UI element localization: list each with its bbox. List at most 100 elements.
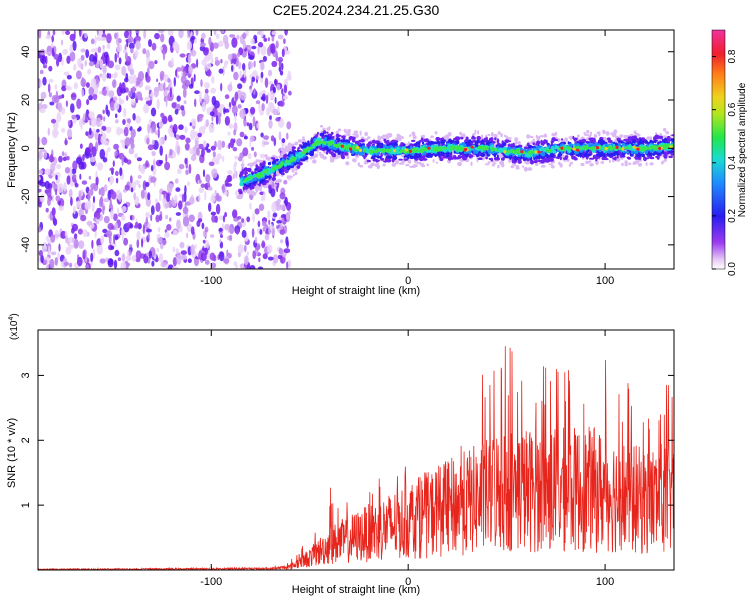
signal-blob — [336, 138, 341, 143]
signal-blob — [281, 161, 284, 165]
signal-blob — [416, 161, 422, 165]
signal-blob — [582, 145, 586, 151]
signal-blob — [623, 138, 628, 142]
signal-blob — [484, 163, 490, 166]
snr-ytick-label: 2 — [20, 437, 32, 443]
noise-blob — [244, 244, 247, 253]
signal-blob — [580, 162, 585, 167]
noise-blob — [207, 186, 213, 191]
signal-blob — [645, 157, 650, 160]
signal-blob — [294, 171, 298, 176]
signal-blob — [352, 133, 358, 136]
signal-blob — [589, 157, 594, 160]
signal-blob — [264, 181, 267, 185]
signal-blob — [316, 131, 319, 135]
noise-blob — [238, 61, 242, 70]
noise-blob — [66, 156, 70, 161]
noise-blob — [231, 64, 234, 72]
noise-blob — [90, 117, 97, 127]
signal-blob — [314, 140, 319, 145]
signal-blob — [494, 137, 497, 141]
signal-blob — [638, 162, 642, 167]
noise-blob — [145, 181, 150, 188]
noise-blob — [279, 100, 285, 107]
noise-blob — [102, 44, 105, 50]
noise-blob — [215, 33, 220, 39]
noise-blob — [38, 169, 43, 175]
signal-blob — [671, 134, 674, 137]
noise-blob — [100, 235, 105, 245]
signal-blob — [264, 169, 268, 174]
noise-blob — [178, 169, 182, 175]
noise-blob — [121, 253, 126, 262]
signal-blob — [324, 141, 327, 146]
noise-blob — [80, 122, 83, 130]
noise-blob — [85, 49, 90, 59]
noise-blob — [67, 120, 71, 126]
signal-blob — [475, 142, 479, 148]
signal-blob — [557, 148, 561, 151]
noise-blob — [269, 115, 272, 120]
noise-blob — [199, 179, 202, 184]
noise-blob — [158, 160, 164, 164]
figure-title: C2E5.2024.234.21.25.G30 — [273, 2, 440, 18]
noise-blob — [175, 248, 179, 255]
signal-blob — [254, 168, 258, 171]
signal-blob — [426, 163, 429, 167]
signal-blob — [496, 138, 500, 144]
noise-blob — [180, 75, 187, 84]
noise-blob — [84, 201, 91, 210]
signal-blob — [375, 158, 378, 163]
signal-blob — [655, 132, 658, 135]
noise-blob — [96, 30, 99, 36]
noise-blob — [169, 217, 172, 222]
noise-blob — [110, 191, 117, 200]
signal-blob — [383, 148, 386, 153]
signal-blob — [523, 166, 529, 172]
noise-blob — [90, 48, 97, 53]
noise-blob — [114, 249, 120, 257]
noise-blob — [130, 143, 135, 149]
peak-blob — [534, 150, 538, 154]
noise-blob — [151, 260, 155, 267]
noise-blob — [136, 80, 139, 87]
signal-blob — [247, 169, 252, 173]
noise-blob — [278, 131, 282, 141]
noise-blob — [92, 248, 96, 260]
signal-blob — [485, 136, 488, 142]
signal-blob — [595, 160, 599, 165]
noise-blob — [136, 157, 142, 162]
noise-blob — [223, 60, 228, 69]
signal-blob — [661, 149, 665, 155]
noise-blob — [75, 156, 83, 165]
noise-blob — [121, 155, 124, 166]
noise-blob — [272, 212, 278, 218]
signal-blob — [340, 152, 345, 158]
noise-blob — [178, 124, 184, 130]
noise-blob — [114, 119, 119, 124]
noise-blob — [167, 127, 173, 135]
noise-blob — [49, 258, 55, 269]
signal-blob — [508, 155, 513, 159]
noise-blob — [105, 126, 112, 134]
noise-blob — [109, 101, 116, 112]
colorbar-gradient — [711, 29, 726, 270]
noise-blob — [150, 164, 154, 172]
noise-blob — [56, 164, 61, 170]
signal-blob — [264, 154, 268, 158]
signal-blob — [301, 152, 306, 155]
noise-blob — [187, 181, 191, 187]
signal-blob — [337, 128, 342, 132]
noise-blob — [210, 195, 216, 203]
noise-blob — [169, 148, 173, 156]
signal-blob — [620, 134, 623, 138]
noise-blob — [148, 250, 152, 259]
noise-blob — [164, 231, 170, 238]
signal-blob — [639, 138, 642, 144]
noise-blob — [45, 235, 50, 242]
signal-blob — [453, 140, 458, 143]
signal-blob — [654, 134, 659, 139]
noise-blob — [246, 122, 250, 127]
noise-blob — [154, 32, 160, 40]
noise-blob — [271, 202, 277, 213]
